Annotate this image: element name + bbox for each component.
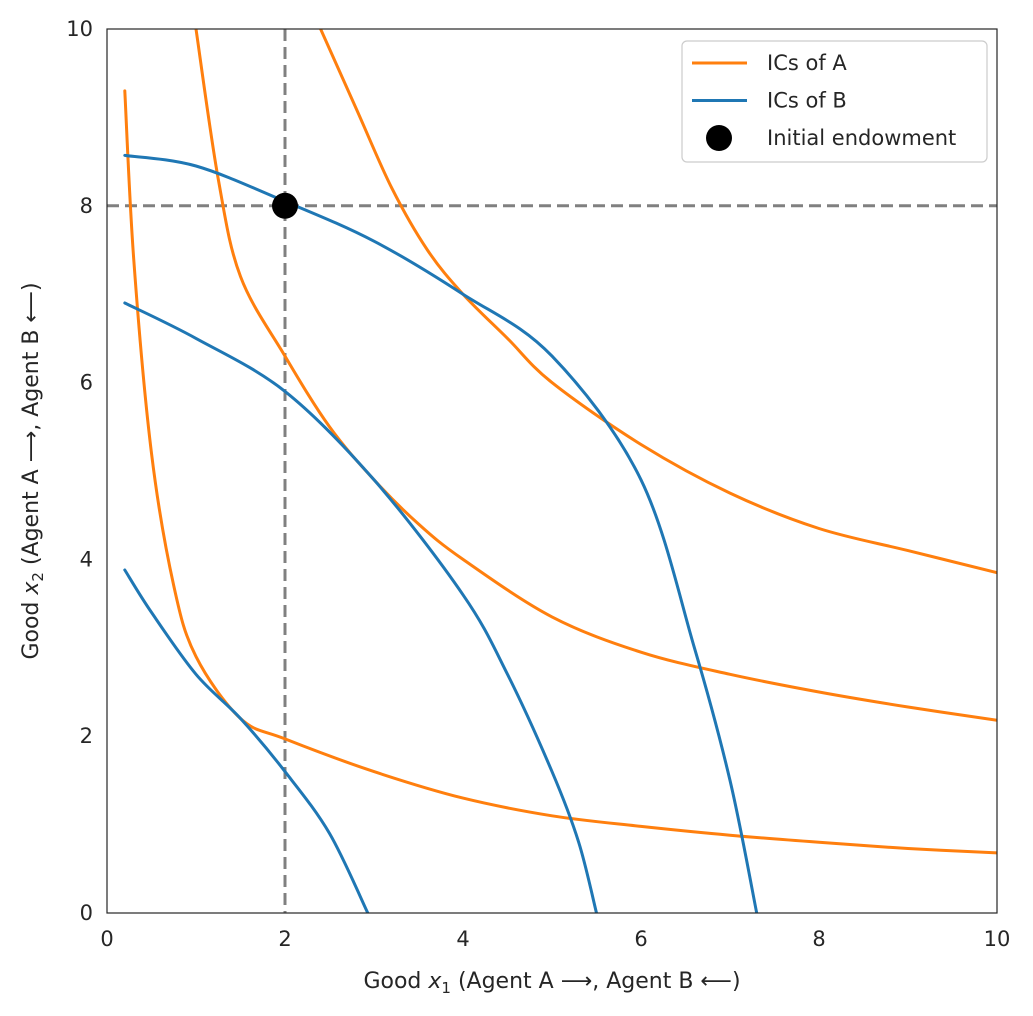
ic-a-curve-3 — [319, 29, 997, 575]
x-tick-label: 0 — [100, 927, 113, 951]
x-axis-label: Good x1 (Agent A ⟶, Agent B ⟵) — [363, 969, 740, 997]
y-tick-label: 10 — [66, 17, 93, 41]
plot-marks — [107, 29, 997, 913]
x-tick-label: 4 — [456, 927, 469, 951]
legend-label-2: ICs of B — [767, 89, 847, 113]
x-tick-label: 6 — [634, 927, 647, 951]
plot-area — [107, 29, 997, 913]
y-tick-label: 2 — [80, 724, 93, 748]
legend-swatch-3 — [706, 125, 732, 151]
ic-b-curve-3 — [123, 153, 759, 913]
y-tick-label: 6 — [80, 371, 93, 395]
axis-ticks: 0 2 4 6 8 10 0 2 4 6 8 10 — [66, 17, 1010, 951]
x-tick-label: 10 — [984, 927, 1011, 951]
plot-frame — [106, 28, 998, 914]
ic-b-curve-2 — [123, 301, 598, 913]
legend: ICs of A ICs of B Initial endowment — [681, 40, 988, 163]
ic-b-curve-1 — [123, 568, 370, 913]
x-tick-label: 2 — [278, 927, 291, 951]
y-tick-label: 0 — [80, 901, 93, 925]
y-tick-label: 8 — [80, 194, 93, 218]
x-tick-label: 8 — [812, 927, 825, 951]
initial-endowment-point — [272, 192, 298, 219]
y-axis-label: Good x2 (Agent A ⟶, Agent B ⟵) — [19, 282, 47, 659]
legend-box — [681, 40, 988, 163]
y-tick-label: 4 — [80, 547, 93, 571]
legend-label-3: Initial endowment — [767, 126, 956, 150]
legend-label-1: ICs of A — [767, 51, 847, 75]
ic-a-curve-1 — [123, 89, 997, 855]
ic-a-curve-2 — [194, 29, 997, 722]
